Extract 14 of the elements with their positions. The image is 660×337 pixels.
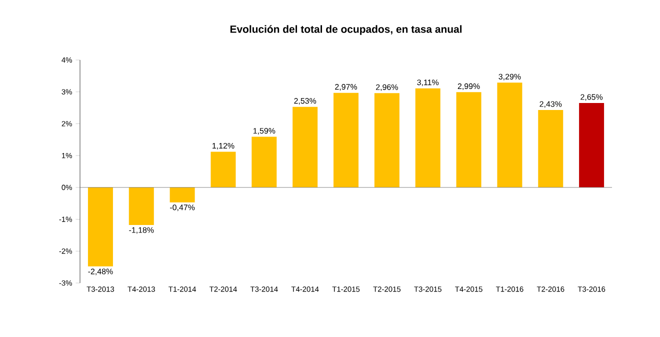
bar [415, 88, 440, 188]
chart-title: Evolución del total de ocupados, en tasa anual [230, 25, 462, 35]
bar [170, 187, 195, 202]
bar [252, 136, 277, 188]
bar [456, 92, 482, 188]
bar [210, 152, 236, 188]
bar [128, 187, 154, 226]
bar [579, 103, 604, 188]
bar [497, 82, 522, 188]
bar [334, 92, 359, 188]
bar [374, 93, 400, 188]
bar [538, 110, 564, 188]
bar [292, 106, 318, 188]
bar [88, 187, 113, 266]
